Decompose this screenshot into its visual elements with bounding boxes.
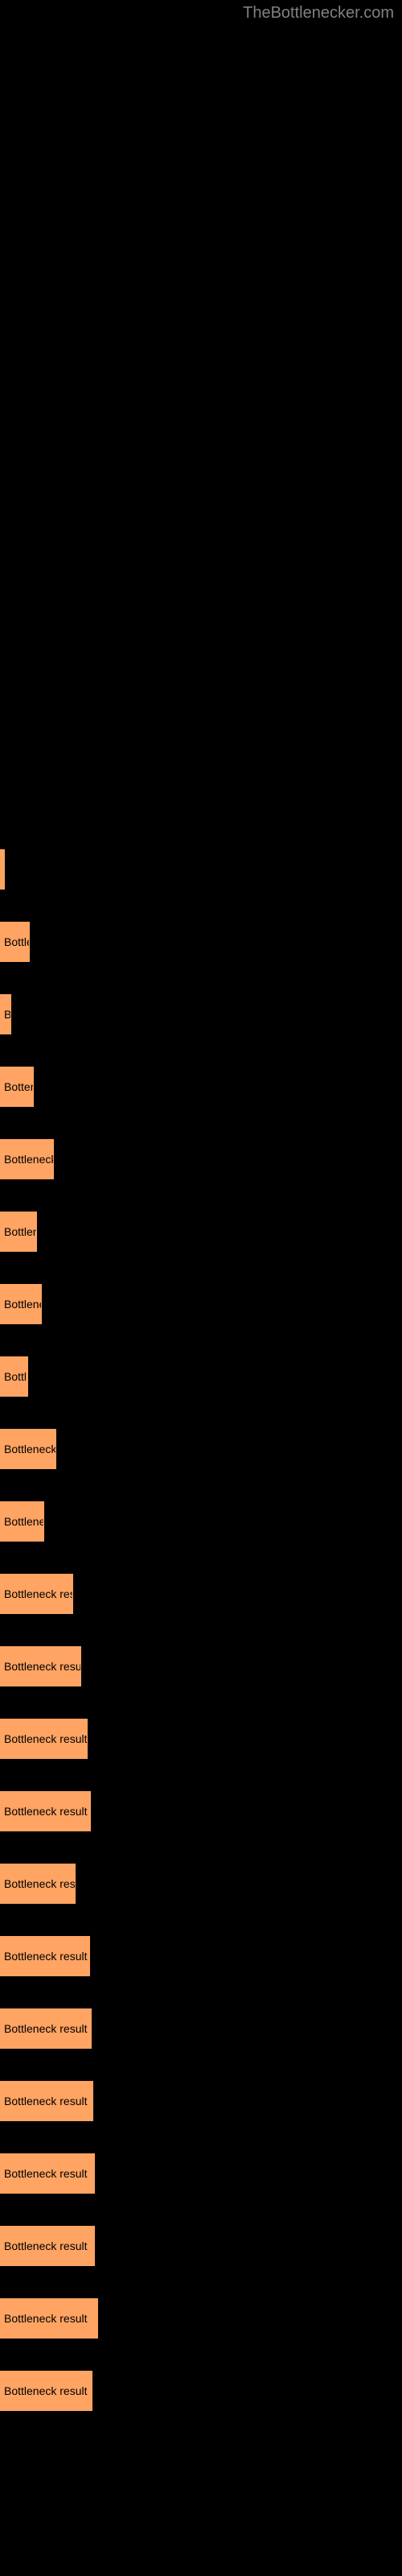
bar-row: Botten bbox=[0, 1051, 402, 1123]
bar-row: Bottleneck res bbox=[0, 1847, 402, 1920]
bar-row: Bottleneck result bbox=[0, 2137, 402, 2210]
bar-row: Bottleneck result bbox=[0, 2355, 402, 2427]
chart-bar: Bottl bbox=[0, 1356, 28, 1397]
bar-row: Bottleneck result bbox=[0, 2210, 402, 2282]
chart-bar: Bottleneck result bbox=[0, 2153, 95, 2194]
bar-row: Bottleneck bbox=[0, 1123, 402, 1195]
bar-row: B bbox=[0, 978, 402, 1051]
bar-row: Bottlene bbox=[0, 1485, 402, 1558]
chart-bar: Bottleneck bbox=[0, 1429, 56, 1469]
chart-bar: Bottleneck result bbox=[0, 1791, 91, 1831]
bar-row: Bottleneck result bbox=[0, 1775, 402, 1847]
chart-bar: Bottlene bbox=[0, 1284, 42, 1324]
bar-row: Bottlen bbox=[0, 1195, 402, 1268]
chart-bar: Bottlen bbox=[0, 1212, 37, 1252]
chart-bar: Bottleneck result bbox=[0, 2298, 98, 2339]
chart-bar: Bottleneck result bbox=[0, 2226, 95, 2266]
chart-bar: Bottleneck result bbox=[0, 2081, 93, 2121]
bar-row: Bottleneck res bbox=[0, 1558, 402, 1630]
bar-row: Bottl bbox=[0, 1340, 402, 1413]
watermark: TheBottlenecker.com bbox=[243, 4, 394, 23]
chart-bar: Bottleneck bbox=[0, 1139, 54, 1179]
chart-bar: Bottleneck resul bbox=[0, 1646, 81, 1686]
chart-bar: Bottleneck result bbox=[0, 1719, 88, 1759]
bar-row: Bottle bbox=[0, 906, 402, 978]
chart-bar: Bottleneck result bbox=[0, 1936, 90, 1976]
bar-row: Bottleneck result bbox=[0, 2282, 402, 2355]
bar-row bbox=[0, 833, 402, 906]
bar-row: Bottleneck resul bbox=[0, 1630, 402, 1703]
chart-bar bbox=[0, 849, 5, 890]
chart-bar: Bottle bbox=[0, 922, 30, 962]
chart-bar: Bottleneck res bbox=[0, 1574, 73, 1614]
chart-bar: Bottlene bbox=[0, 1501, 44, 1542]
bar-row: Bottleneck bbox=[0, 1413, 402, 1485]
bar-row: Bottleneck result bbox=[0, 2065, 402, 2137]
bar-row: Bottleneck result bbox=[0, 1992, 402, 2065]
chart-bar: Botten bbox=[0, 1067, 34, 1107]
bar-chart: Bottle B Botten Bottleneck Bottlen Bottlene Bo… bbox=[0, 833, 402, 2427]
chart-bar: B bbox=[0, 994, 11, 1034]
bar-row: Bottleneck result bbox=[0, 1703, 402, 1775]
chart-bar: Bottleneck res bbox=[0, 1864, 76, 1904]
chart-bar: Bottleneck result bbox=[0, 2008, 92, 2049]
bar-row: Bottlene bbox=[0, 1268, 402, 1340]
chart-bar: Bottleneck result bbox=[0, 2371, 92, 2411]
bar-row: Bottleneck result bbox=[0, 1920, 402, 1992]
